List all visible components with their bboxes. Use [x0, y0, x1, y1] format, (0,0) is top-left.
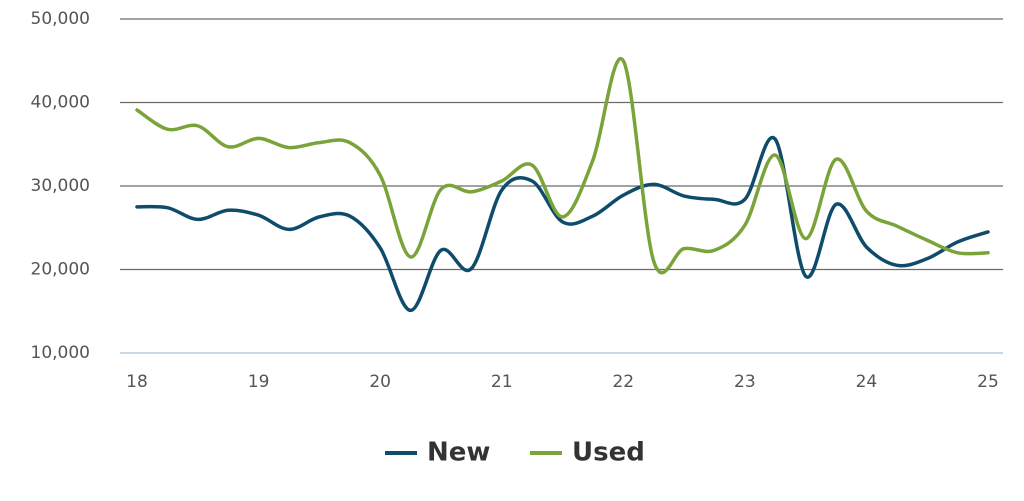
x-tick-label: 23	[734, 372, 756, 392]
x-tick-label: 22	[612, 372, 634, 392]
line-series	[135, 56, 990, 275]
y-tick-label: 40,000	[31, 93, 90, 113]
x-tick-label: 25	[977, 372, 999, 392]
y-tick-label: 10,000	[31, 343, 90, 363]
x-tick-label: 18	[126, 372, 148, 392]
x-tick-label: 21	[491, 372, 513, 392]
legend-item: Used	[530, 438, 645, 468]
x-tick-label: 24	[856, 372, 878, 392]
x-tick-label: 20	[369, 372, 391, 392]
y-tick-label: 30,000	[31, 176, 90, 196]
y-tick-label: 20,000	[31, 260, 90, 280]
line-series	[135, 135, 990, 313]
legend-item: New	[385, 438, 490, 468]
y-tick-label: 50,000	[31, 9, 90, 29]
x-tick-label: 19	[248, 372, 270, 392]
legend-label: Used	[572, 438, 645, 468]
legend-label: New	[427, 438, 490, 468]
